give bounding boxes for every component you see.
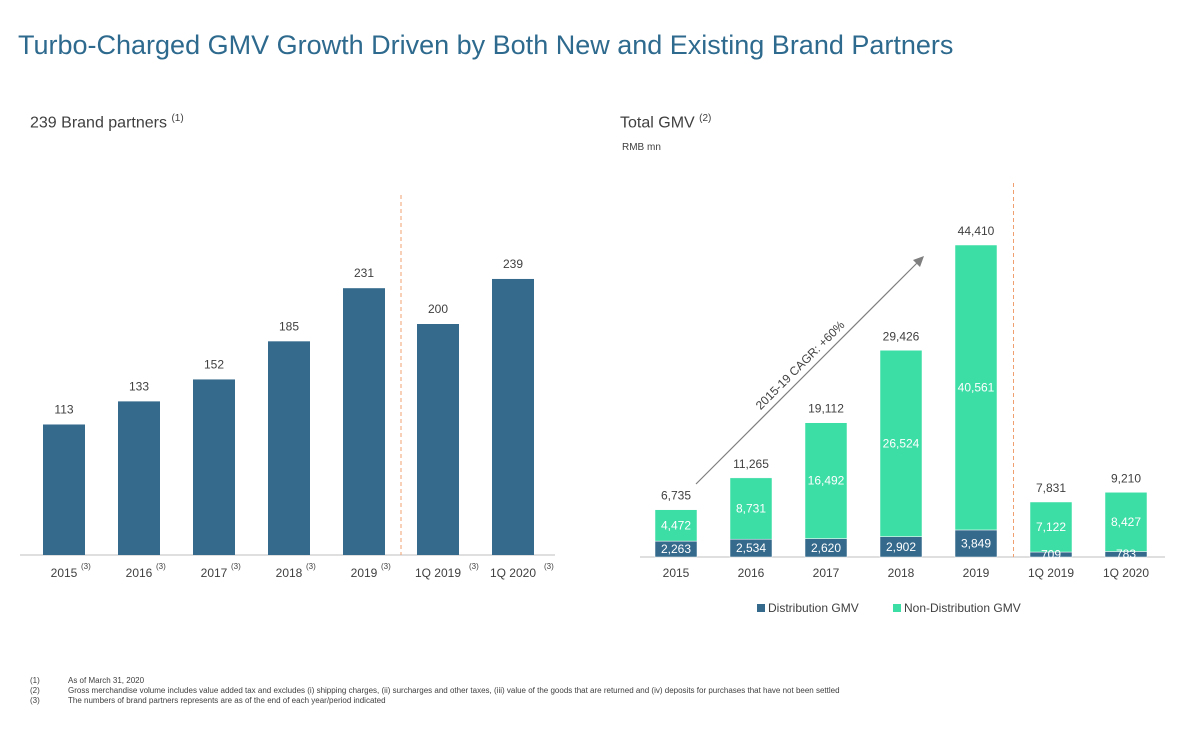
brand-partners-bar <box>268 341 310 555</box>
gmv-non-distribution-bar <box>729 477 773 540</box>
brand-partners-tick-label: 2017 <box>201 566 228 580</box>
brand-partners-value-label: 200 <box>428 302 448 316</box>
gmv-total-label: 19,112 <box>808 402 844 416</box>
gmv-tick-label: 2019 <box>963 566 990 580</box>
gmv-distribution-label: 2,902 <box>886 540 916 554</box>
gmv-distribution-label: 2,620 <box>811 541 841 555</box>
footnote-1: (1) As of March 31, 2020 <box>30 676 840 686</box>
brand-partners-bar <box>43 424 85 555</box>
brand-partners-tick-note: (3) <box>381 562 391 571</box>
brand-partners-title-text: 239 Brand partners <box>30 114 167 132</box>
legend-distribution-swatch <box>757 604 765 612</box>
footnote-3: (3) The numbers of brand partners repres… <box>30 696 840 706</box>
footnote-3-text: The numbers of brand partners represents… <box>68 696 386 705</box>
brand-partners-title-note: (1) <box>171 113 184 124</box>
gmv-tick-label: 2015 <box>663 566 690 580</box>
gmv-non-distribution-label: 7,122 <box>1036 520 1066 534</box>
gmv-non-distribution-label: 40,561 <box>958 380 995 394</box>
cagr-arrow-line <box>695 261 919 485</box>
page-title: Turbo-Charged GMV Growth Driven by Both … <box>18 30 954 60</box>
brand-partners-tick-label: 1Q 2020 <box>490 566 536 580</box>
gmv-total-label: 6,735 <box>661 489 691 503</box>
gmv-distribution-label: 2,534 <box>736 541 766 555</box>
footnote-1-mark: (1) <box>30 676 40 685</box>
footnote-2-text: Gross merchandise volume includes value … <box>68 686 840 695</box>
gmv-non-distribution-bar <box>879 350 923 537</box>
gmv-distribution-bar <box>954 529 998 558</box>
gmv-non-distribution-bar <box>954 244 998 531</box>
brand-partners-bar <box>118 401 160 555</box>
brand-partners-bar <box>492 278 534 555</box>
gmv-distribution-label: 3,849 <box>961 536 991 550</box>
gmv-non-distribution-label: 8,427 <box>1111 515 1141 529</box>
gmv-non-distribution-bar <box>1029 501 1073 553</box>
gmv-non-distribution-label: 8,731 <box>736 502 766 516</box>
brand-partners-tick-label: 2016 <box>126 566 153 580</box>
gmv-distribution-label: 2,263 <box>661 542 691 556</box>
footnote-2: (2) Gross merchandise volume includes va… <box>30 686 840 696</box>
gmv-non-distribution-bar <box>654 509 698 542</box>
gmv-tick-label: 2017 <box>813 566 840 580</box>
gmv-non-distribution-label: 26,524 <box>883 436 920 450</box>
brand-partners-value-label: 152 <box>204 357 224 371</box>
brand-partners-value-label: 239 <box>503 257 523 271</box>
total-gmv-title: Total GMV (2) <box>620 113 711 132</box>
legend-distribution-label: Distribution GMV <box>768 601 859 615</box>
brand-partners-tick-note: (3) <box>231 562 241 571</box>
legend-non-distribution-swatch <box>893 604 901 612</box>
brand-partners-tick-note: (3) <box>81 562 91 571</box>
gmv-unit-label: RMB mn <box>622 142 661 153</box>
gmv-total-label: 29,426 <box>883 329 920 343</box>
gmv-tick-label: 2016 <box>738 566 765 580</box>
gmv-distribution-label: 709 <box>1041 548 1061 562</box>
brand-partners-bar <box>343 288 385 555</box>
gmv-non-distribution-label: 4,472 <box>661 518 691 532</box>
brand-partners-bar <box>193 379 235 555</box>
gmv-non-distribution-label: 16,492 <box>808 474 845 488</box>
brand-partners-tick-label: 2019 <box>351 566 378 580</box>
footnotes: (1) As of March 31, 2020 (2) Gross merch… <box>30 676 840 706</box>
gmv-total-label: 11,265 <box>733 457 769 471</box>
brand-partners-tick-note: (3) <box>156 562 166 571</box>
brand-partners-tick-note: (3) <box>306 562 316 571</box>
brand-partners-tick-note: (3) <box>469 562 479 571</box>
brand-partners-tick-label: 1Q 2019 <box>415 566 461 580</box>
gmv-non-distribution-bar <box>804 422 848 539</box>
gmv-tick-label: 1Q 2020 <box>1103 566 1149 580</box>
legend-non-distribution-label: Non-Distribution GMV <box>904 601 1021 615</box>
brand-partners-value-label: 185 <box>279 319 299 333</box>
footnote-1-text: As of March 31, 2020 <box>68 676 145 685</box>
brand-partners-value-label: 113 <box>54 402 73 416</box>
brand-partners-title: 239 Brand partners (1) <box>30 113 184 132</box>
brand-partners-value-label: 133 <box>129 379 149 393</box>
gmv-total-label: 7,831 <box>1036 481 1066 495</box>
cagr-arrow-head <box>913 256 924 267</box>
cagr-annotation: 2015-19 CAGR: +60% <box>753 318 848 413</box>
gmv-total-label: 44,410 <box>958 224 995 238</box>
footnote-2-mark: (2) <box>30 686 40 695</box>
gmv-tick-label: 1Q 2019 <box>1028 566 1074 580</box>
brand-partners-tick-note: (3) <box>544 562 554 571</box>
gmv-distribution-label: 783 <box>1116 547 1136 561</box>
total-gmv-title-note: (2) <box>699 113 712 124</box>
brand-partners-value-label: 231 <box>354 266 374 280</box>
footnote-3-mark: (3) <box>30 696 40 705</box>
total-gmv-title-text: Total GMV <box>620 114 695 132</box>
gmv-non-distribution-bar <box>1104 492 1148 552</box>
brand-partners-bar <box>417 324 459 555</box>
brand-partners-tick-label: 2015 <box>51 566 78 580</box>
brand-partners-tick-label: 2018 <box>276 566 303 580</box>
gmv-total-label: 9,210 <box>1111 471 1141 485</box>
gmv-tick-label: 2018 <box>888 566 915 580</box>
